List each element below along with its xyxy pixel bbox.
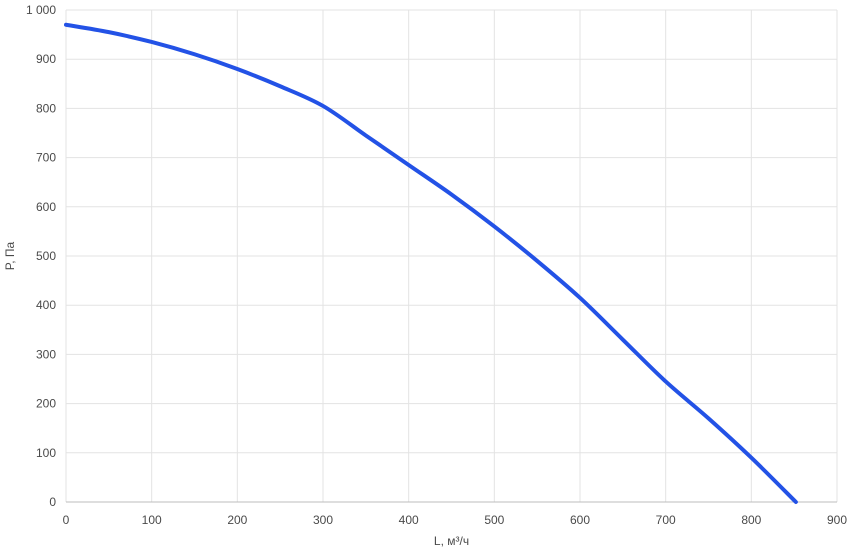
y-tick-label: 100 [36, 446, 56, 460]
x-tick-label: 800 [741, 513, 761, 527]
x-tick-labels: 0 100 200 300 400 500 600 700 800 900 [63, 513, 848, 527]
y-tick-label: 1 000 [26, 3, 56, 17]
x-tick-label: 900 [827, 513, 847, 527]
x-axis-title: L, м³/ч [434, 534, 469, 548]
series-line [64, 22, 798, 504]
y-tick-label: 400 [36, 298, 56, 312]
x-tick-label: 0 [63, 513, 70, 527]
y-tick-label: 300 [36, 347, 56, 361]
x-tick-label: 700 [656, 513, 676, 527]
y-tick-label: 200 [36, 397, 56, 411]
x-tick-label: 600 [570, 513, 590, 527]
y-tick-label: 500 [36, 249, 56, 263]
horizontal-grid [66, 9, 837, 454]
y-tick-label: 0 [49, 495, 56, 509]
y-tick-labels: 0 100 200 300 400 500 600 700 800 900 1 000 [26, 3, 56, 509]
x-tick-label: 300 [313, 513, 333, 527]
y-tick-label: 900 [36, 52, 56, 66]
x-tick-label: 200 [227, 513, 247, 527]
y-tick-label: 600 [36, 200, 56, 214]
x-tick-label: 500 [484, 513, 504, 527]
x-tick-label: 100 [142, 513, 162, 527]
series-layer [64, 22, 798, 504]
y-tick-label: 800 [36, 101, 56, 115]
x-tick-label: 400 [399, 513, 419, 527]
y-axis-title: P, Па [3, 241, 17, 270]
y-tick-label: 700 [36, 151, 56, 165]
